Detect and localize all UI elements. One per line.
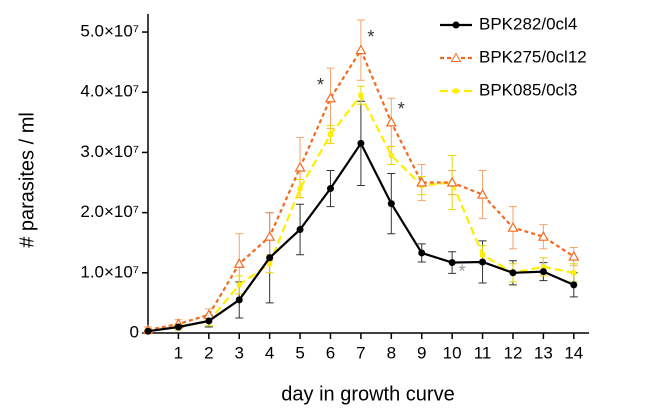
x-tick-label: 4 [265,343,274,362]
legend-marker [453,88,459,94]
y-tick-label: 3.0×10⁷ [80,142,139,161]
point [570,281,578,289]
x-tick-label: 3 [235,343,244,362]
point [327,131,333,137]
x-tick-label: 2 [204,343,213,362]
point [326,185,334,193]
point [357,139,365,147]
point [446,176,458,187]
x-axis-title: day in growth curve [281,383,454,405]
point [294,161,306,172]
point [296,225,304,233]
point [297,186,303,192]
point [144,327,152,335]
point [509,269,517,277]
x-tick-label: 7 [356,343,365,362]
x-tick-label: 14 [564,343,583,362]
y-tick-label: 4.0×10⁷ [80,82,139,101]
point [235,296,243,304]
annotation: * [317,75,324,95]
point [477,188,489,199]
x-tick-label: 8 [387,343,396,362]
y-tick-label: 2.0×10⁷ [80,202,139,221]
annotation: * [398,99,405,119]
annotation: * [367,27,374,47]
point [233,258,245,268]
point [355,44,367,55]
point [236,282,242,288]
point [479,258,487,266]
legend-label: BPK282/0cl4 [479,14,577,33]
x-tick-label: 5 [295,343,304,362]
point [267,261,273,267]
y-axis-title: # parasites / ml [16,112,38,248]
point [264,230,276,241]
point [568,250,580,261]
point [571,270,577,276]
legend-label: BPK275/0cl12 [479,47,587,66]
y-tick-label: 5.0×10⁷ [80,22,139,41]
point [266,254,274,262]
point [537,230,549,241]
point [480,252,486,258]
point [388,152,394,158]
point [385,116,397,127]
point [324,92,337,103]
x-tick-label: 13 [534,343,553,362]
point [507,221,519,232]
legend-marker [450,52,462,62]
point [174,323,182,331]
point [416,176,428,187]
annotation: * [459,261,466,281]
point [539,268,547,276]
x-tick-label: 10 [443,343,462,362]
y-tick-label: 1.0×10⁷ [80,262,139,281]
x-tick-label: 6 [326,343,335,362]
x-tick-label: 9 [417,343,426,362]
point [540,264,546,270]
point [358,92,364,98]
point [387,200,395,208]
point [448,259,456,267]
x-tick-label: 12 [504,343,523,362]
legend-label: BPK085/0cl3 [479,80,577,99]
x-tick-label: 11 [474,343,492,362]
legend-marker [452,21,460,29]
point [418,249,426,257]
x-tick-label: 1 [174,343,183,362]
y-tick-label: 0 [130,322,139,341]
point [205,317,213,325]
